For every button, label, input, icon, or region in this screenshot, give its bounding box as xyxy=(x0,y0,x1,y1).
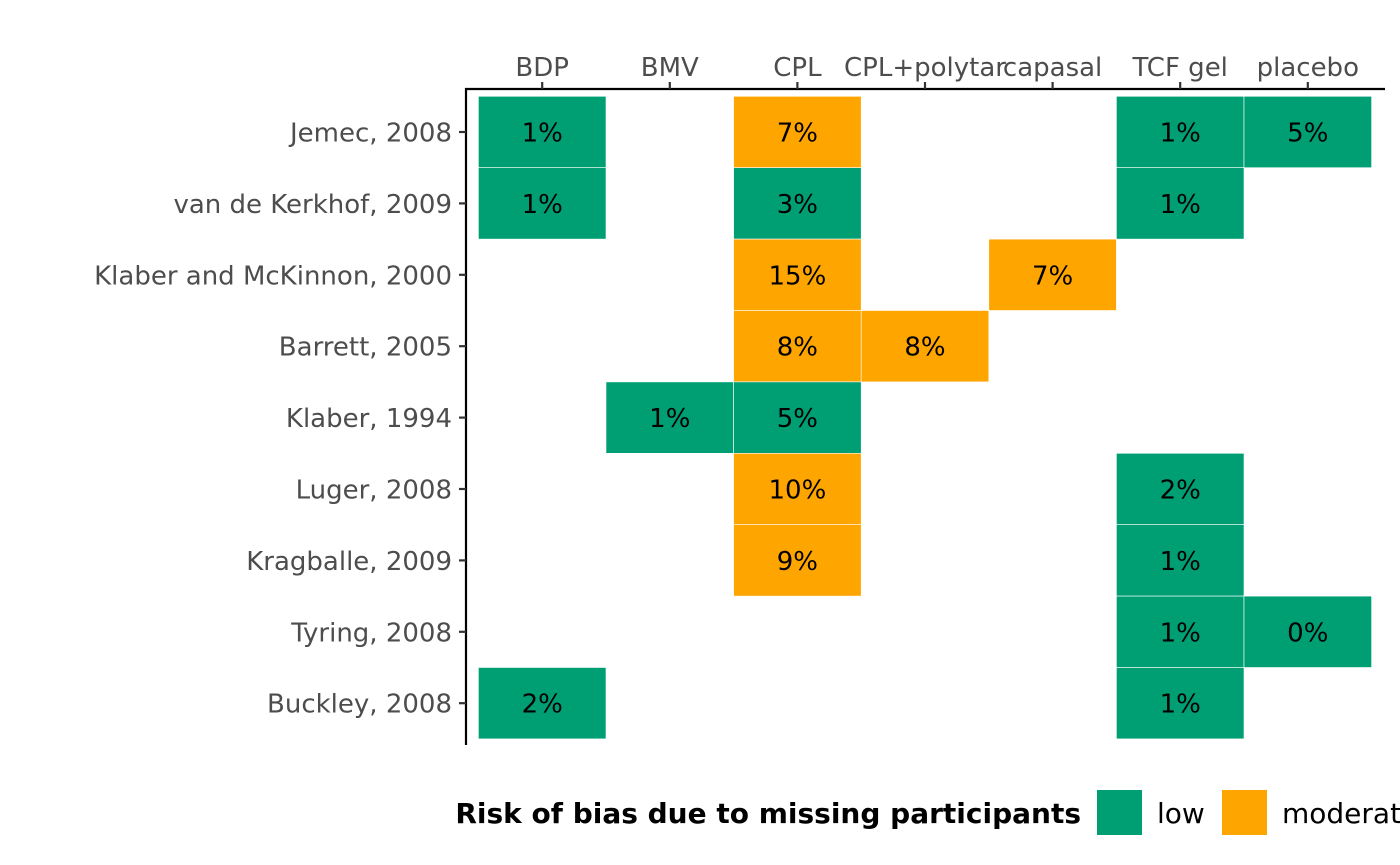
cell-rect xyxy=(1116,524,1245,597)
heatmap-cell: 7% xyxy=(988,238,1117,311)
heatmap-cell: 2% xyxy=(1116,452,1245,525)
cell-label: 0% xyxy=(1287,618,1328,648)
heatmap-cell: 10% xyxy=(733,452,862,525)
heatmap-cell: 15% xyxy=(733,238,862,311)
cell-rect xyxy=(1116,452,1245,525)
cell-label: 10% xyxy=(769,476,827,506)
heatmap-cell: 1% xyxy=(1116,524,1245,597)
cell-rect xyxy=(733,167,862,240)
cell-label: 1% xyxy=(522,190,563,220)
y-axis-ticks: Jemec, 2008 van de Kerkhof, 2009 Klaber an… xyxy=(94,119,466,720)
cell-label: 3% xyxy=(777,190,818,220)
heatmap-cell: 1% xyxy=(1116,167,1245,240)
heatmap-cell: 5% xyxy=(1243,96,1372,169)
cell-rect xyxy=(733,310,862,383)
cell-label: 1% xyxy=(1160,547,1201,577)
x-tick-label: CPL+polytar xyxy=(844,53,1006,83)
cell-rect xyxy=(860,310,990,383)
cell-rect xyxy=(733,96,862,169)
cell-rect xyxy=(1243,96,1372,169)
cell-label: 1% xyxy=(522,119,563,149)
x-tick-label: CPL xyxy=(773,53,822,83)
heatmap-cell: 8% xyxy=(860,310,990,383)
cell-rect xyxy=(733,381,862,454)
heatmap-cells: 1% 7% 1% 5% 1% 3% 1% 15% 7% 8% 8% 1% 5% 10% 2% 9% 1% 1% 0%… xyxy=(478,96,1372,740)
y-tick-label: Kragballe, 2009 xyxy=(246,547,452,577)
cell-rect xyxy=(733,452,862,525)
cell-rect xyxy=(1116,167,1245,240)
y-tick-label: Barrett, 2005 xyxy=(279,333,452,363)
y-tick-label: Jemec, 2008 xyxy=(288,119,452,149)
cell-label: 8% xyxy=(904,333,945,363)
heatmap-cell: 1% xyxy=(478,96,607,169)
cell-rect xyxy=(1116,595,1245,668)
heatmap-cell: 1% xyxy=(478,167,607,240)
x-tick-label: placebo xyxy=(1257,53,1359,83)
x-tick-label: TCF gel xyxy=(1131,53,1227,83)
cell-label: 9% xyxy=(777,547,818,577)
heatmap-cell: 7% xyxy=(733,96,862,169)
cell-label: 1% xyxy=(1160,618,1201,648)
heatmap-cell: 8% xyxy=(733,310,862,383)
heatmap-cell: 5% xyxy=(733,381,862,454)
heatmap-cell: 2% xyxy=(478,667,607,740)
cell-label: 5% xyxy=(777,404,818,434)
cell-label: 7% xyxy=(1032,261,1073,291)
y-tick-label: Buckley, 2008 xyxy=(267,690,452,720)
cell-label: 7% xyxy=(777,119,818,149)
x-tick-label: BDP xyxy=(515,53,569,83)
x-tick-label: BMV xyxy=(641,53,699,83)
legend-label-moderate: moderate xyxy=(1282,797,1400,830)
heatmap-cell: 3% xyxy=(733,167,862,240)
cell-rect xyxy=(1116,667,1245,740)
cell-rect xyxy=(733,238,862,311)
heatmap-cell: 0% xyxy=(1243,595,1372,668)
cell-label: 1% xyxy=(1160,119,1201,149)
cell-label: 15% xyxy=(769,261,827,291)
cell-rect xyxy=(478,667,607,740)
cell-label: 1% xyxy=(1160,690,1201,720)
cell-label: 2% xyxy=(522,690,563,720)
cell-label: 2% xyxy=(1160,476,1201,506)
y-tick-label: Klaber and McKinnon, 2000 xyxy=(94,261,452,291)
y-tick-label: Tyring, 2008 xyxy=(290,618,452,648)
legend-title: Risk of bias due to missing participants xyxy=(455,797,1081,830)
cell-rect xyxy=(478,167,607,240)
y-tick-label: Klaber, 1994 xyxy=(286,404,452,434)
legend-swatch-moderate xyxy=(1222,790,1267,835)
heatmap-cell: 1% xyxy=(605,381,734,454)
heatmap-cell: 9% xyxy=(733,524,862,597)
heatmap-cell: 1% xyxy=(1116,96,1245,169)
x-tick-label: capasal xyxy=(1003,53,1102,83)
cell-rect xyxy=(605,381,734,454)
cell-rect xyxy=(988,238,1117,311)
cell-label: 8% xyxy=(777,333,818,363)
y-tick-label: van de Kerkhof, 2009 xyxy=(173,190,452,220)
y-tick-label: Luger, 2008 xyxy=(296,476,452,506)
cell-rect xyxy=(478,96,607,169)
cell-rect xyxy=(733,524,862,597)
cell-label: 5% xyxy=(1287,119,1328,149)
heatmap-cell: 1% xyxy=(1116,667,1245,740)
cell-rect xyxy=(1243,595,1372,668)
cell-rect xyxy=(1116,96,1245,169)
legend-label-low: low xyxy=(1157,797,1205,830)
heatmap-cell: 1% xyxy=(1116,595,1245,668)
legend-swatch-low xyxy=(1097,790,1142,835)
cell-label: 1% xyxy=(649,404,690,434)
legend: Risk of bias due to missing participants… xyxy=(455,790,1400,835)
cell-label: 1% xyxy=(1160,190,1201,220)
